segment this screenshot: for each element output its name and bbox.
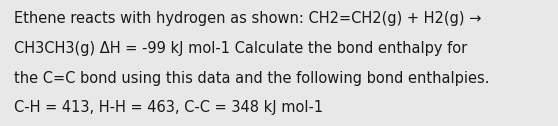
Text: C-H = 413, H-H = 463, C-C = 348 kJ mol-1: C-H = 413, H-H = 463, C-C = 348 kJ mol-1 <box>14 100 323 115</box>
Text: the C=C bond using this data and the following bond enthalpies.: the C=C bond using this data and the fol… <box>14 71 489 86</box>
Text: CH3CH3(g) ΔH = -99 kJ mol-1 Calculate the bond enthalpy for: CH3CH3(g) ΔH = -99 kJ mol-1 Calculate th… <box>14 41 467 56</box>
Text: Ethene reacts with hydrogen as shown: CH2=CH2(g) + H2(g) →: Ethene reacts with hydrogen as shown: CH… <box>14 11 482 26</box>
